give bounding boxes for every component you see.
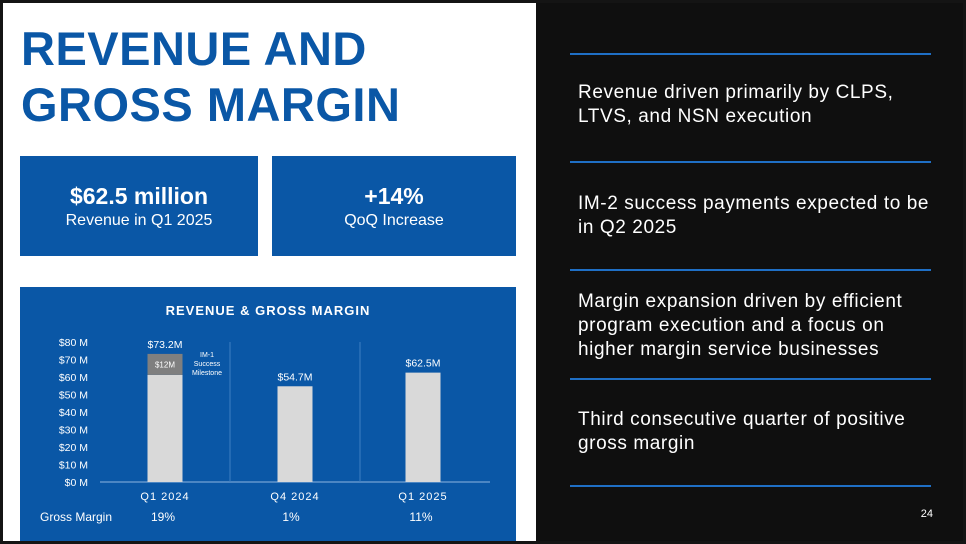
left-panel: REVENUE AND GROSS MARGIN $62.5 million R… — [3, 3, 536, 541]
milestone-annotation: IM-1 — [200, 352, 214, 359]
bar-total-label: $54.7M — [277, 371, 312, 383]
milestone-segment-label: $12M — [155, 360, 175, 369]
bar-total-label: $62.5M — [405, 358, 440, 370]
title-line-1: REVENUE AND — [21, 22, 367, 75]
gross-margin-q1-2025: 11% — [409, 510, 433, 524]
title-line-2: GROSS MARGIN — [21, 78, 401, 131]
bar-revenue — [277, 386, 313, 482]
x-tick-label: Q1 2025 — [398, 491, 447, 503]
y-tick-label: $70 M — [59, 355, 88, 367]
gross-margin-label: Gross Margin — [40, 510, 113, 524]
bar-revenue — [405, 372, 441, 482]
bullet-2: IM-2 success payments expected to be in … — [578, 193, 930, 238]
y-tick-label: $0 M — [65, 477, 88, 489]
bullet-3: Margin expansion driven by efficient pro… — [578, 291, 903, 360]
y-tick-label: $80 M — [59, 337, 88, 349]
kpi-revenue: $62.5 million Revenue in Q1 2025 — [20, 156, 258, 256]
bullet-4: Third consecutive quarter of positive gr… — [578, 409, 906, 454]
kpi-qoq: +14% QoQ Increase — [272, 156, 516, 256]
gross-margin-q1-2024: 19% — [150, 510, 176, 524]
divider — [570, 53, 931, 55]
slide-title: REVENUE AND GROSS MARGIN — [21, 21, 521, 133]
y-tick-label: $30 M — [59, 425, 88, 437]
gross-margin-q4-2024: 1% — [282, 510, 300, 524]
divider — [570, 161, 931, 163]
y-tick-label: $60 M — [59, 372, 88, 384]
bar-milestone-segment — [147, 353, 183, 375]
y-tick-label: $20 M — [59, 442, 88, 454]
kpi-qoq-label: QoQ Increase — [344, 212, 444, 229]
y-tick-label: $40 M — [59, 407, 88, 419]
divider — [570, 485, 931, 487]
kpi-qoq-value: +14% — [364, 183, 424, 209]
milestone-annotation: Success — [194, 361, 221, 368]
y-tick-label: $10 M — [59, 460, 88, 472]
milestone-annotation: Milestone — [192, 370, 222, 377]
chart-title: REVENUE & GROSS MARGIN — [165, 303, 371, 318]
x-tick-label: Q1 2024 — [140, 491, 189, 503]
divider — [570, 378, 931, 380]
bar-total-label: $73.2M — [147, 339, 182, 351]
chart-panel: REVENUE & GROSS MARGIN $0 M $10 M $20 M $30… — [20, 287, 516, 541]
kpi-revenue-label: Revenue in Q1 2025 — [65, 212, 213, 229]
kpi-revenue-value: $62.5 million — [69, 183, 209, 209]
divider — [570, 269, 931, 271]
page-number: 24 — [920, 508, 933, 520]
bar-revenue — [147, 374, 183, 482]
x-tick-label: Q4 2024 — [270, 491, 319, 503]
bullet-1: Revenue driven primarily by CLPS, LTVS, … — [578, 82, 894, 127]
revenue-chart: $0 M $10 M $20 M $30 M $40 M $50 M $60 M $70 M $… — [59, 337, 490, 503]
right-panel: Revenue driven primarily by CLPS, LTVS, … — [536, 3, 963, 541]
y-tick-label: $50 M — [59, 390, 88, 402]
